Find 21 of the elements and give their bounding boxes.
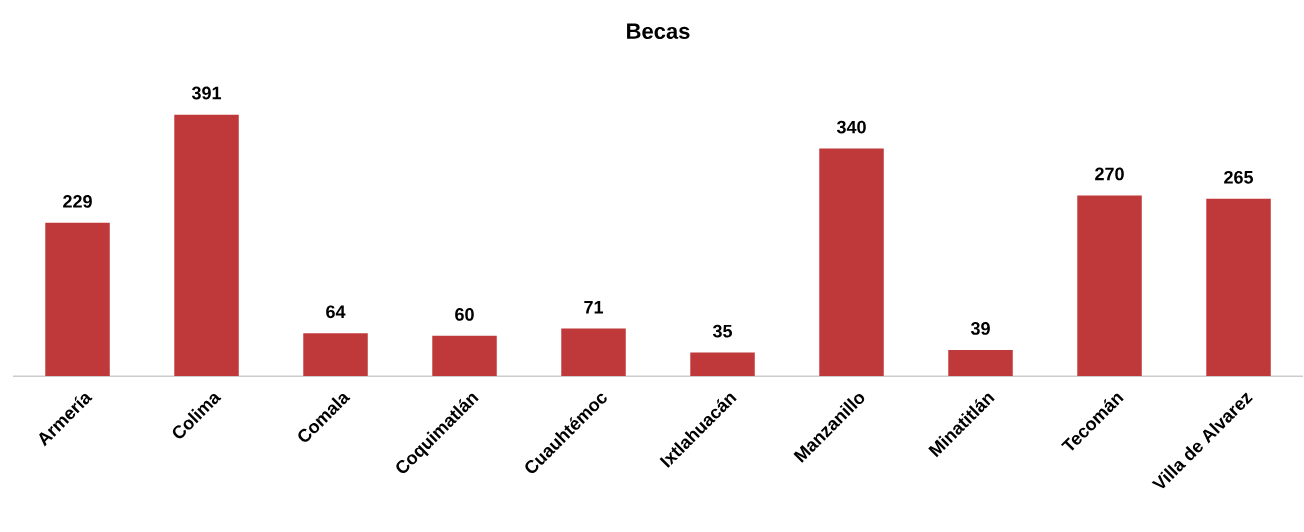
data-label: 270 [1095, 167, 1124, 181]
bar [303, 333, 368, 376]
data-label: 35 [712, 324, 733, 338]
data-label: 71 [584, 301, 604, 314]
chart-title: Becas [627, 23, 690, 39]
data-label: 60 [455, 308, 474, 321]
data-label: 64 [326, 305, 346, 319]
data-label: 265 [1224, 170, 1254, 184]
bar [45, 222, 110, 376]
data-label: 229 [63, 195, 92, 208]
bar [690, 352, 755, 376]
bar [819, 148, 884, 376]
bar [1077, 195, 1142, 376]
bar [174, 114, 239, 376]
bar [948, 349, 1013, 376]
data-label: 391 [191, 86, 222, 100]
bar [432, 335, 497, 376]
bar [1206, 198, 1271, 376]
data-label: 39 [970, 322, 990, 335]
bar [561, 328, 626, 376]
data-label: 340 [836, 120, 866, 134]
